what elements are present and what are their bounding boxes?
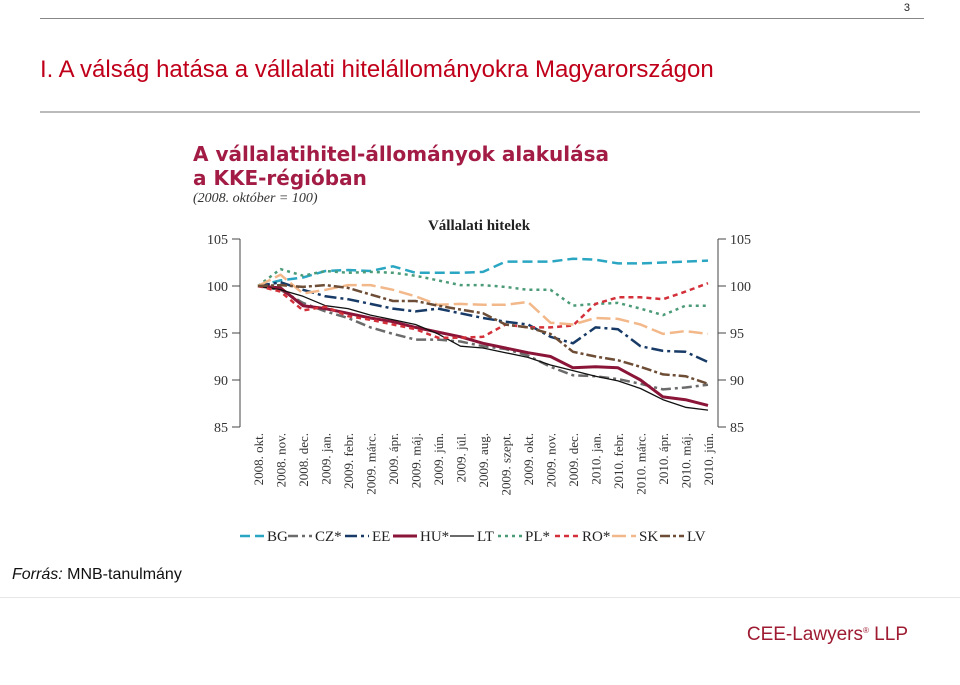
y-tick-label-right: 95 — [730, 327, 744, 342]
x-tick-label: 2010. jan. — [589, 433, 604, 485]
chart-legend: BG CZ* EE HU* LT PL* RO* SK LV — [240, 529, 706, 545]
footer-divider — [0, 597, 960, 598]
chart-subtitle: (2008. október = 100) — [193, 191, 318, 206]
series-line-lv — [257, 283, 709, 385]
x-tick-label: 2009. szept. — [499, 433, 514, 495]
chart-series-lines — [257, 257, 709, 411]
series-line-sk — [257, 273, 709, 336]
legend-label: RO* — [582, 529, 610, 545]
x-tick-label: 2009. márc. — [364, 433, 379, 495]
y-tick-label-right: 105 — [730, 233, 751, 248]
x-tick-label: 2009. nov. — [544, 433, 559, 487]
legend-label: PL* — [525, 529, 550, 545]
source-label: Forrás: — [12, 566, 63, 583]
series-line-ro — [257, 282, 709, 339]
brand-logo: CEE-Lawyers® LLP — [747, 624, 908, 646]
x-axis-labels: 2008. okt. 2008. nov. 2008. dec. 2009. jan.… — [251, 433, 716, 495]
chart-title: A vállalatihitel-állományok alakulása a … — [193, 142, 713, 190]
series-line-ee — [257, 280, 709, 364]
top-divider — [40, 18, 924, 19]
registered-mark: ® — [863, 626, 869, 635]
legend-label: CZ* — [315, 529, 342, 545]
title-divider — [40, 111, 920, 113]
chart-axes: 85 85 90 90 95 95 100 100 105 105 — [207, 233, 751, 436]
x-tick-label: 2009. febr. — [341, 433, 356, 489]
legend-label: BG — [267, 529, 288, 545]
series-line-bg — [257, 257, 709, 288]
series-line-lt — [257, 285, 709, 411]
chart-title-line1: A vállalatihitel-állományok alakulása — [193, 142, 610, 166]
y-tick-label-right: 90 — [730, 374, 744, 389]
brand-suffix: LLP — [868, 624, 908, 645]
x-tick-label: 2010. márc. — [634, 433, 649, 495]
series-line-pl — [257, 267, 708, 317]
x-tick-label: 2010. máj. — [679, 433, 694, 488]
x-tick-label: 2009. jan. — [319, 433, 334, 485]
x-tick-label: 2009. dec. — [566, 433, 581, 487]
slide-title: I. A válság hatása a vállalati hitelállo… — [40, 56, 714, 83]
legend-label: EE — [372, 529, 390, 545]
x-tick-label: 2010. jún. — [701, 433, 716, 485]
legend-label: LV — [687, 529, 706, 545]
source-text: MNB-tanulmány — [62, 566, 182, 583]
source-note: Forrás: MNB-tanulmány — [12, 566, 182, 584]
y-tick-label-right: 100 — [730, 280, 751, 295]
y-tick-label-left: 85 — [214, 421, 228, 436]
y-tick-label-left: 90 — [214, 374, 228, 389]
x-tick-label: 2008. nov. — [274, 433, 289, 487]
x-tick-label: 2009. aug. — [476, 433, 491, 488]
x-tick-label: 2008. okt. — [251, 433, 266, 485]
y-tick-label-left: 100 — [207, 280, 228, 295]
x-tick-label: 2009. okt. — [521, 433, 536, 485]
x-tick-label: 2010. febr. — [611, 433, 626, 489]
line-chart: Vállalati hitelek 85 85 90 90 95 95 100 100 105 1… — [207, 218, 751, 545]
page-number: 3 — [903, 2, 910, 14]
legend-label: HU* — [420, 529, 449, 545]
x-tick-label: 2009. júl. — [454, 433, 469, 482]
y-tick-label-left: 105 — [207, 233, 228, 248]
legend-label: LT — [477, 529, 494, 545]
y-tick-label-left: 95 — [214, 327, 228, 342]
x-tick-label: 2009. ápr. — [386, 433, 401, 485]
x-tick-label: 2010. ápr. — [656, 433, 671, 485]
legend-label: SK — [639, 529, 658, 545]
y-tick-label-right: 85 — [730, 421, 744, 436]
series-line-cz — [257, 284, 709, 391]
chart-inner-title: Vállalati hitelek — [428, 218, 531, 234]
chart-title-line2: a KKE-régióban — [193, 166, 367, 190]
x-tick-label: 2009. máj. — [409, 433, 424, 488]
x-tick-label: 2008. dec. — [296, 433, 311, 487]
brand-name: CEE-Lawyers — [746, 624, 863, 645]
x-tick-label: 2009. jún. — [431, 433, 446, 485]
